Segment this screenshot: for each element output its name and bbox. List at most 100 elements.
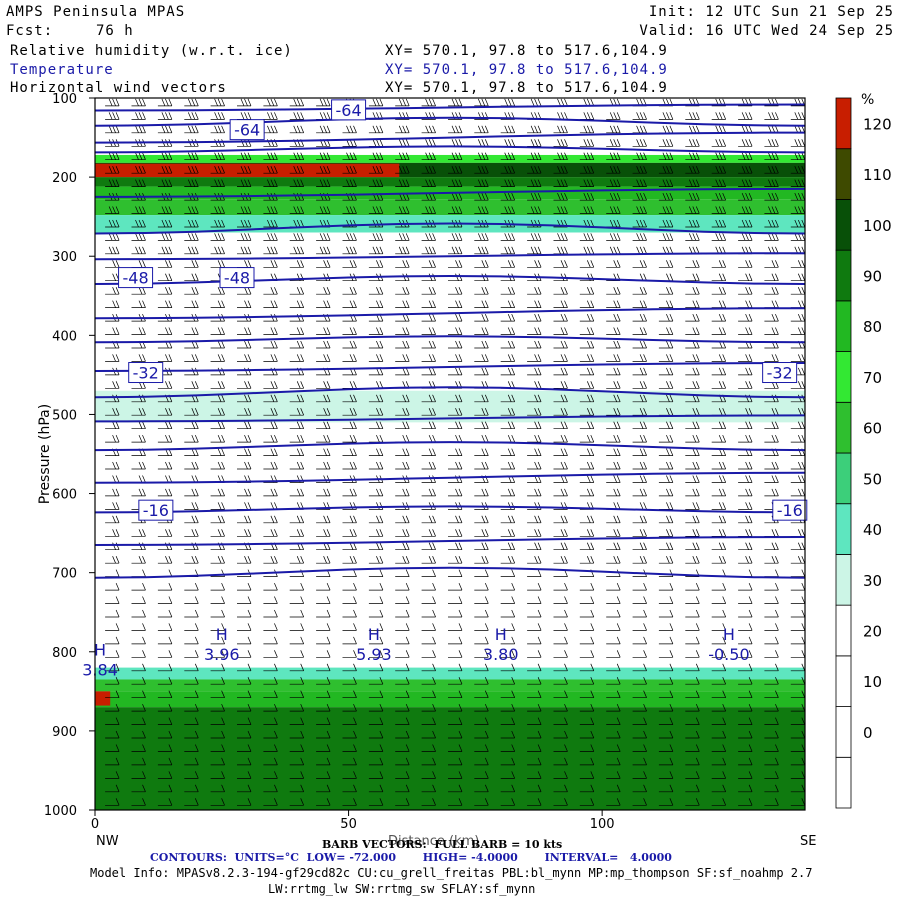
temperature-contour	[94, 274, 806, 285]
colorbar-segment	[835, 706, 852, 758]
temperature-contour	[94, 441, 806, 452]
high-value: 5.93	[356, 645, 392, 664]
rh-layer	[95, 199, 805, 216]
se-label: SE	[800, 834, 817, 849]
contour-label: -48	[224, 269, 250, 288]
temperature-contour	[94, 335, 806, 344]
rh-layer	[95, 177, 805, 187]
y-tick-label: 300	[52, 250, 77, 265]
colorbar-unit: %	[861, 92, 874, 108]
rh-layer	[95, 667, 805, 680]
colorbar-label: 10	[863, 673, 882, 691]
rh-patch	[95, 163, 400, 178]
contour-label: -32	[767, 364, 793, 383]
y-tick-label: 700	[52, 567, 77, 582]
y-tick-label: 600	[52, 488, 77, 503]
rh-patch	[95, 691, 111, 706]
distance-axis-label: Distance (km)	[388, 834, 480, 849]
colorbar-segment	[835, 249, 852, 302]
temperature-contour	[94, 505, 806, 514]
high-value: -0.50	[708, 645, 749, 664]
contour-label: -64	[234, 121, 260, 140]
model-title: AMPS Peninsula MPAS	[6, 4, 186, 20]
temperature-contour	[94, 536, 806, 546]
high-marker: H	[216, 625, 228, 644]
field-temp-xy: XY= 570.1, 97.8 to 517.6,104.9	[385, 62, 668, 78]
colorbar-label: 40	[863, 521, 882, 539]
temperature-contour	[94, 116, 806, 127]
y-axis-label: Pressure (hPa)	[37, 404, 53, 504]
rh-layer	[95, 679, 805, 692]
contour-label: -64	[336, 101, 362, 120]
wind-barbs	[105, 98, 806, 806]
forecast-hour: 76 h	[96, 23, 134, 39]
field-wind-name: Horizontal wind vectors	[10, 80, 227, 96]
colorbar-label: 50	[863, 470, 882, 488]
x-tick-label: 100	[590, 817, 615, 832]
colorbar-label: 60	[863, 420, 882, 438]
y-tick-label: 900	[52, 725, 77, 740]
nw-label: NW	[96, 834, 119, 849]
contour-label-box	[331, 99, 367, 121]
contour-legend: CONTOURS: UNITS=°C LOW= -72.000 HIGH= -4…	[150, 851, 672, 864]
rh-layer	[95, 154, 805, 163]
contour-label-box	[118, 267, 154, 289]
contour-label-box	[219, 267, 255, 289]
x-tick-label: 0	[91, 817, 99, 832]
colorbar-label: 30	[863, 572, 882, 590]
contour-label-box	[229, 119, 265, 141]
y-tick-label: 800	[52, 646, 77, 661]
high-marker: H	[368, 625, 380, 644]
temperature-contour	[94, 145, 806, 154]
temperature-contour	[94, 362, 806, 372]
y-tick-label: 100	[52, 92, 77, 107]
colorbar-label: 20	[863, 623, 882, 641]
field-rh-xy: XY= 570.1, 97.8 to 517.6,104.9	[385, 43, 668, 59]
barb-legend: BARB VECTORS: FULL BARB = 10 kts	[322, 838, 563, 851]
contour-label: -16	[777, 501, 803, 520]
colorbar-segment	[835, 554, 852, 606]
temperature-contour	[94, 131, 806, 144]
colorbar-segment	[835, 604, 852, 657]
colorbar-label: 100	[863, 217, 892, 235]
high-value: 3.84	[82, 661, 118, 680]
high-marker: H	[495, 625, 507, 644]
temperature-contour	[94, 103, 806, 112]
colorbar-segment	[835, 655, 852, 707]
contour-label-box	[138, 499, 174, 521]
field-wind-xy: XY= 570.1, 97.8 to 517.6,104.9	[385, 80, 668, 96]
high-marker: H	[723, 625, 735, 644]
forecast-label: Fcst:	[6, 23, 54, 39]
temperature-contour	[94, 566, 806, 579]
field-rh-name: Relative humidity (w.r.t. ice)	[10, 43, 293, 59]
rh-layer	[95, 390, 805, 423]
init-time: Init: 12 UTC Sun 21 Sep 25	[648, 4, 894, 20]
contour-label: -48	[123, 269, 149, 288]
colorbar-label: 80	[863, 318, 882, 336]
temperature-contour	[94, 187, 806, 198]
colorbar-segment	[835, 452, 852, 505]
model-info: Model Info: MPASv8.2.3-194-gf29cd82c CU:…	[90, 866, 813, 880]
field-temp-name: Temperature	[10, 62, 114, 78]
high-value: 3.80	[483, 645, 519, 664]
temperature-contour	[94, 307, 806, 320]
y-tick-label: 200	[52, 171, 77, 186]
contour-label-box	[772, 499, 808, 521]
contour-label: -32	[133, 364, 159, 383]
valid-time: Valid: 16 UTC Wed 24 Sep 25	[639, 23, 894, 39]
colorbar-segment	[835, 401, 852, 454]
plot-frame	[94, 97, 806, 811]
x-tick-label: 50	[340, 817, 357, 832]
y-tick-label: 500	[52, 408, 77, 423]
temperature-contour	[94, 222, 806, 235]
colorbar-segment	[835, 199, 852, 251]
colorbar-label: 110	[863, 166, 892, 184]
temperature-contour	[94, 471, 806, 484]
colorbar-segment	[835, 351, 852, 403]
rh-layer	[95, 691, 805, 708]
y-tick-label: 1000	[44, 804, 77, 819]
y-tick-label: 400	[52, 329, 77, 344]
colorbar-segment	[835, 300, 852, 352]
colorbar-segment	[835, 756, 852, 809]
